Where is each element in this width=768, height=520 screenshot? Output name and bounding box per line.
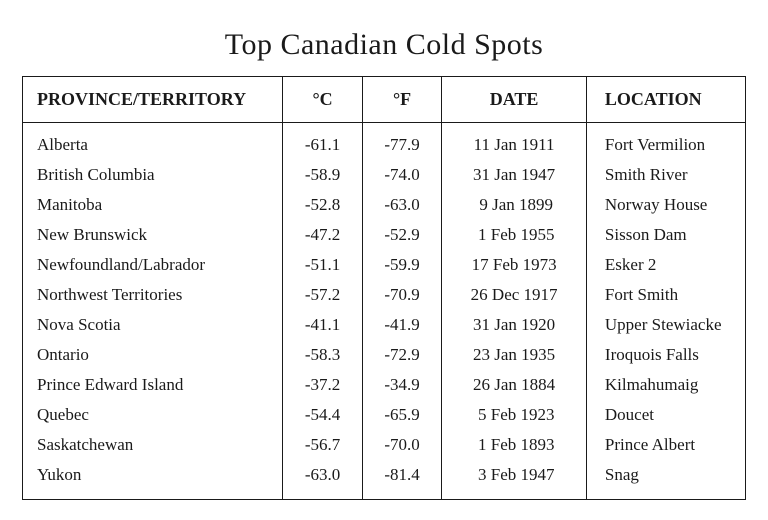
table-row: British Columbia-58.9-74.031 Jan 1947Smi… [23, 160, 746, 190]
table-row: Nova Scotia-41.1-41.931 Jan 1920Upper St… [23, 310, 746, 340]
cell-celsius: -57.2 [283, 280, 363, 310]
cell-location: Esker 2 [586, 250, 745, 280]
table-row: Prince Edward Island-37.2-34.926 Jan 188… [23, 370, 746, 400]
cell-date: 23 Jan 1935 [442, 340, 587, 370]
table-row: Ontario-58.3-72.923 Jan 1935Iroquois Fal… [23, 340, 746, 370]
cell-province: Alberta [23, 123, 283, 161]
cell-province: Newfoundland/Labrador [23, 250, 283, 280]
cell-celsius: -54.4 [283, 400, 363, 430]
col-header-date: DATE [442, 77, 587, 123]
cell-province: Nova Scotia [23, 310, 283, 340]
cell-fahrenheit: -34.9 [362, 370, 442, 400]
col-header-celsius: °C [283, 77, 363, 123]
table-row: Northwest Territories-57.2-70.926 Dec 19… [23, 280, 746, 310]
cell-fahrenheit: -77.9 [362, 123, 442, 161]
table-row: Newfoundland/Labrador-51.1-59.917 Feb 19… [23, 250, 746, 280]
cell-location: Norway House [586, 190, 745, 220]
cell-fahrenheit: -41.9 [362, 310, 442, 340]
cell-date: 26 Jan 1884 [442, 370, 587, 400]
page-title: Top Canadian Cold Spots [22, 28, 746, 62]
cell-date: 17 Feb 1973 [442, 250, 587, 280]
page-container: Top Canadian Cold Spots PROVINCE/TERRITO… [0, 0, 768, 520]
cell-date: 26 Dec 1917 [442, 280, 587, 310]
cell-location: Fort Vermilion [586, 123, 745, 161]
cell-celsius: -51.1 [283, 250, 363, 280]
table-row: Yukon-63.0-81.4 3 Feb 1947Snag [23, 460, 746, 500]
col-header-fahrenheit: °F [362, 77, 442, 123]
cell-fahrenheit: -74.0 [362, 160, 442, 190]
cell-fahrenheit: -70.0 [362, 430, 442, 460]
cell-date: 31 Jan 1920 [442, 310, 587, 340]
cell-date: 5 Feb 1923 [442, 400, 587, 430]
cell-province: British Columbia [23, 160, 283, 190]
cell-location: Fort Smith [586, 280, 745, 310]
cell-celsius: -52.8 [283, 190, 363, 220]
cell-date: 1 Feb 1955 [442, 220, 587, 250]
cell-province: Ontario [23, 340, 283, 370]
cell-date: 31 Jan 1947 [442, 160, 587, 190]
cell-location: Kilmahumaig [586, 370, 745, 400]
cell-location: Prince Albert [586, 430, 745, 460]
cold-spots-table: PROVINCE/TERRITORY °C °F DATE LOCATION A… [22, 76, 746, 500]
table-row: Manitoba-52.8-63.0 9 Jan 1899Norway Hous… [23, 190, 746, 220]
col-header-province: PROVINCE/TERRITORY [23, 77, 283, 123]
table-row: New Brunswick-47.2-52.9 1 Feb 1955Sisson… [23, 220, 746, 250]
cell-fahrenheit: -72.9 [362, 340, 442, 370]
cell-province: Saskatchewan [23, 430, 283, 460]
cell-celsius: -63.0 [283, 460, 363, 500]
cell-fahrenheit: -70.9 [362, 280, 442, 310]
cell-celsius: -37.2 [283, 370, 363, 400]
cell-celsius: -41.1 [283, 310, 363, 340]
cell-province: Prince Edward Island [23, 370, 283, 400]
cell-location: Snag [586, 460, 745, 500]
col-header-location: LOCATION [586, 77, 745, 123]
cell-province: New Brunswick [23, 220, 283, 250]
table-row: Alberta-61.1-77.911 Jan 1911Fort Vermili… [23, 123, 746, 161]
cell-province: Northwest Territories [23, 280, 283, 310]
cell-location: Upper Stewiacke [586, 310, 745, 340]
cell-location: Sisson Dam [586, 220, 745, 250]
cell-fahrenheit: -52.9 [362, 220, 442, 250]
table-row: Quebec-54.4-65.9 5 Feb 1923Doucet [23, 400, 746, 430]
cell-date: 1 Feb 1893 [442, 430, 587, 460]
cell-celsius: -61.1 [283, 123, 363, 161]
cell-location: Iroquois Falls [586, 340, 745, 370]
table-row: Saskatchewan-56.7-70.0 1 Feb 1893Prince … [23, 430, 746, 460]
cell-location: Smith River [586, 160, 745, 190]
cell-fahrenheit: -63.0 [362, 190, 442, 220]
cell-celsius: -58.9 [283, 160, 363, 190]
cell-fahrenheit: -65.9 [362, 400, 442, 430]
cell-celsius: -58.3 [283, 340, 363, 370]
table-body: Alberta-61.1-77.911 Jan 1911Fort Vermili… [23, 123, 746, 500]
cell-date: 9 Jan 1899 [442, 190, 587, 220]
cell-date: 3 Feb 1947 [442, 460, 587, 500]
cell-province: Manitoba [23, 190, 283, 220]
cell-fahrenheit: -59.9 [362, 250, 442, 280]
cell-province: Quebec [23, 400, 283, 430]
cell-location: Doucet [586, 400, 745, 430]
cell-celsius: -56.7 [283, 430, 363, 460]
cell-province: Yukon [23, 460, 283, 500]
table-header-row: PROVINCE/TERRITORY °C °F DATE LOCATION [23, 77, 746, 123]
cell-date: 11 Jan 1911 [442, 123, 587, 161]
cell-celsius: -47.2 [283, 220, 363, 250]
cell-fahrenheit: -81.4 [362, 460, 442, 500]
